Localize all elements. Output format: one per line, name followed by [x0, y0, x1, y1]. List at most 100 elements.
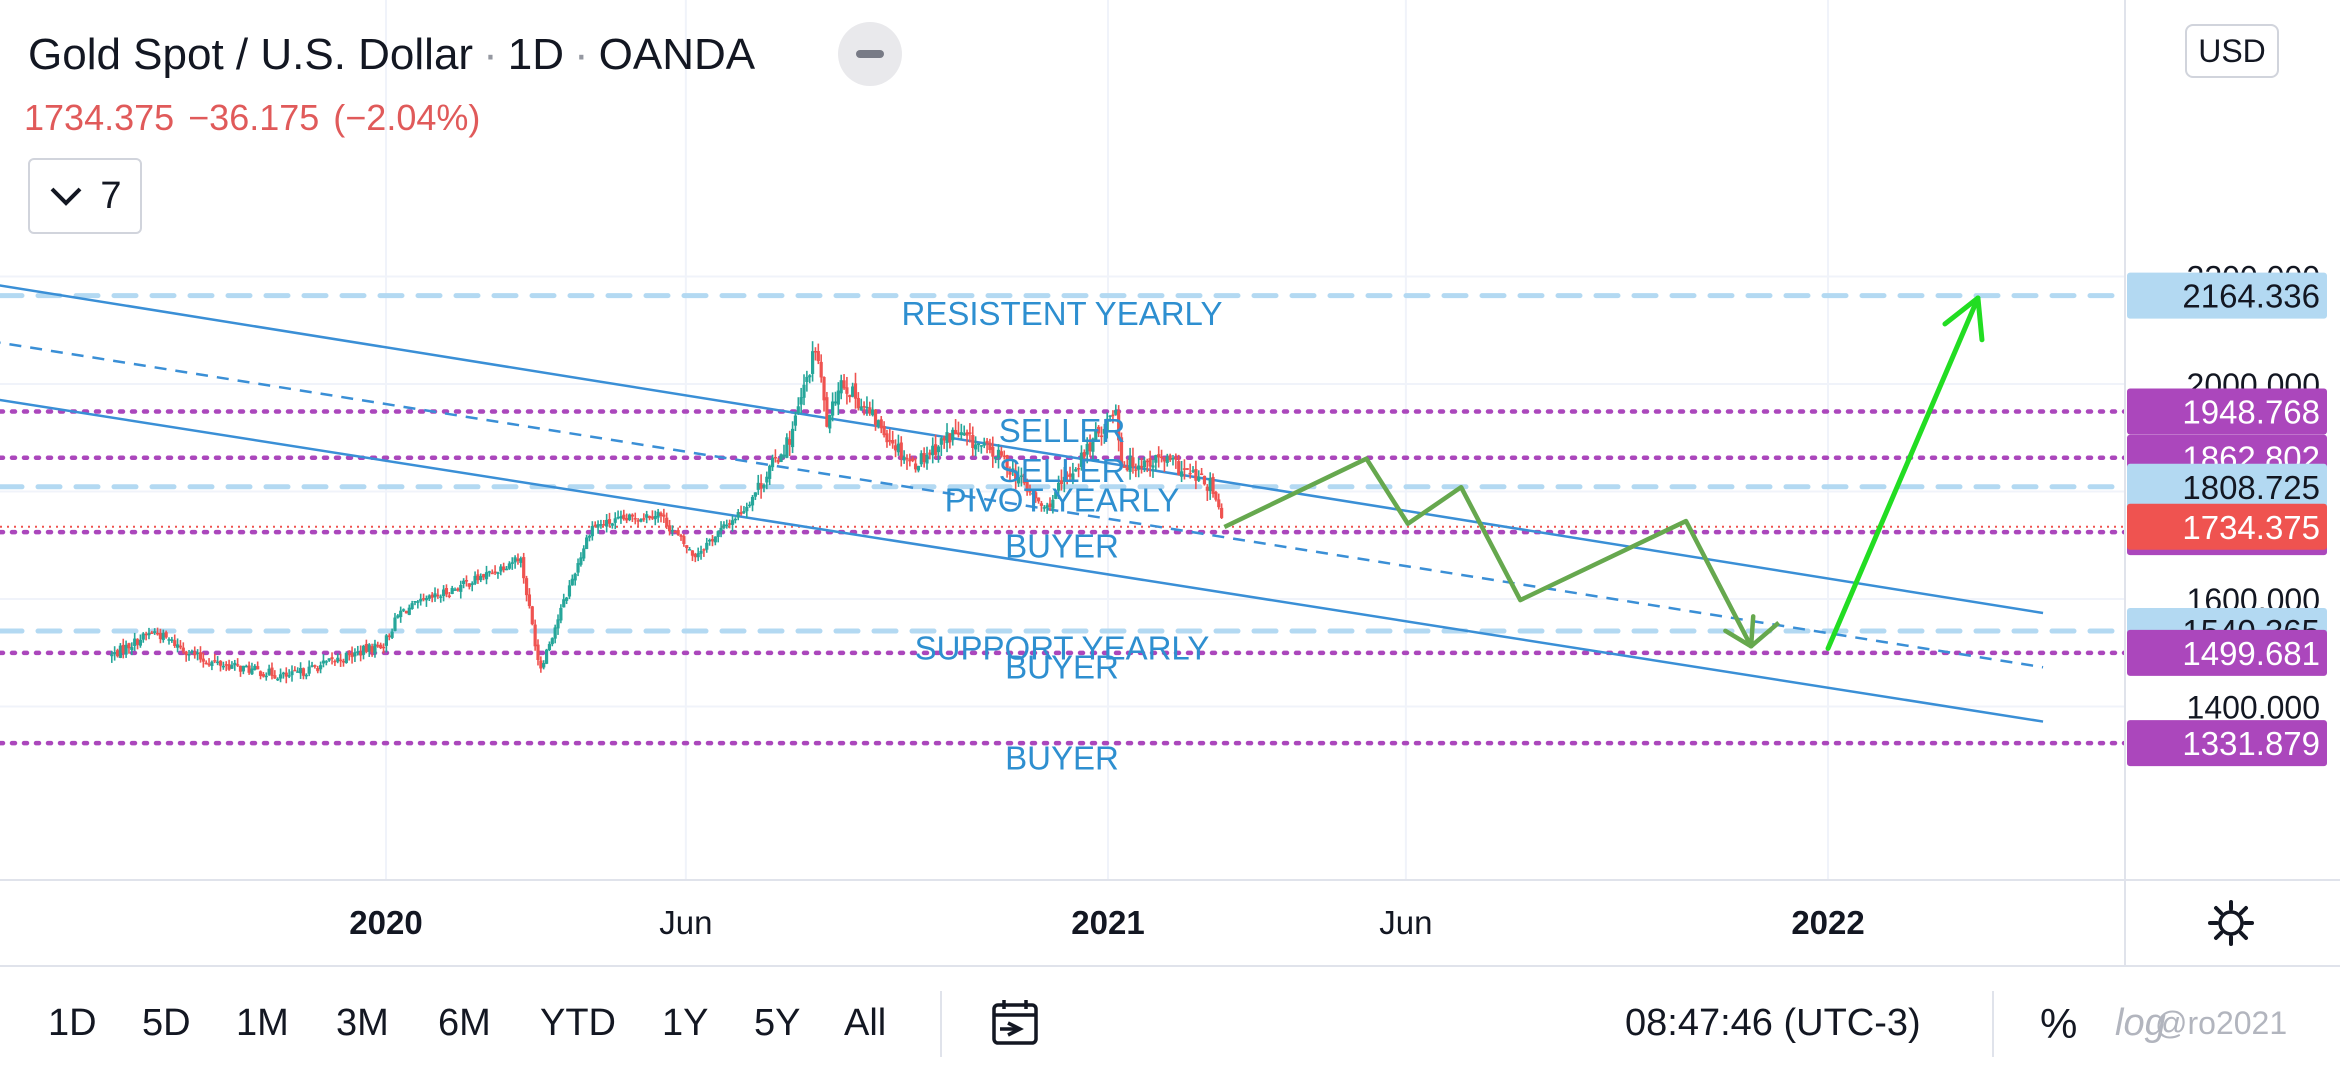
candle-body: [304, 674, 308, 677]
candle: [607, 512, 612, 528]
candle: [994, 456, 998, 464]
candle: [599, 519, 603, 529]
candle-body: [276, 678, 280, 681]
range-5d-button[interactable]: 5D: [142, 1002, 191, 1044]
candle-body: [1200, 473, 1204, 475]
candle: [467, 583, 471, 590]
candle: [293, 666, 297, 672]
candle: [708, 538, 712, 546]
candle-body: [298, 667, 303, 674]
candle-body: [379, 644, 383, 649]
candle: [1142, 456, 1146, 473]
range-ytd-button[interactable]: YTD: [540, 1002, 616, 1044]
candle-body: [396, 615, 400, 618]
candle-body: [871, 409, 875, 416]
candle: [650, 510, 655, 520]
candle-body: [1094, 429, 1098, 442]
candle-body: [284, 672, 288, 677]
candle: [673, 530, 677, 533]
range-6m-button[interactable]: 6M: [438, 1002, 491, 1044]
range-1y-button[interactable]: 1Y: [662, 1002, 709, 1044]
candle: [888, 428, 892, 446]
range-1m-button[interactable]: 1M: [236, 1002, 289, 1044]
candle-body: [341, 661, 346, 663]
candle: [945, 423, 949, 453]
candle-body: [181, 647, 185, 652]
symbol-name[interactable]: Gold Spot / U.S. Dollar: [28, 30, 474, 79]
candle: [316, 665, 320, 674]
timezone-clock[interactable]: 08:47:46 (UTC-3): [1625, 1002, 1921, 1044]
candle-body: [493, 571, 497, 573]
indicators-toggle-button[interactable]: 7: [28, 158, 142, 234]
range-1d-button[interactable]: 1D: [48, 1002, 97, 1044]
candle-body: [1165, 456, 1169, 463]
candle-body: [224, 664, 228, 666]
candle: [939, 436, 943, 457]
candle-body: [1088, 442, 1092, 452]
candle: [442, 585, 446, 602]
candle-body: [550, 638, 554, 645]
candle: [1217, 493, 1221, 510]
candle: [619, 510, 623, 524]
candle: [665, 512, 669, 530]
candle-body: [1188, 472, 1192, 475]
candle-body: [436, 594, 440, 597]
candle-body: [805, 376, 809, 382]
candle-body: [1154, 455, 1158, 463]
candle-body: [207, 663, 211, 666]
candle-body: [416, 601, 420, 603]
time-tick-label: 2020: [349, 904, 422, 941]
candle: [367, 643, 371, 657]
candle: [173, 634, 177, 648]
candle-body: [842, 380, 846, 389]
currency-button[interactable]: USD: [2185, 24, 2279, 78]
candle: [862, 401, 866, 416]
calendar-goto-icon[interactable]: [990, 997, 1042, 1049]
candle-body: [198, 652, 203, 660]
time-axis: 2020 Jun 2021 Jun 2022: [349, 904, 1864, 941]
candle: [662, 508, 666, 523]
candle: [522, 552, 526, 584]
candle: [270, 662, 274, 680]
candle: [1011, 459, 1015, 477]
gear-icon[interactable]: [2206, 898, 2256, 948]
candle: [193, 646, 197, 659]
candle: [204, 660, 208, 665]
more-options-button[interactable]: [838, 22, 902, 86]
candle: [1211, 473, 1215, 498]
range-all-button[interactable]: All: [844, 1002, 887, 1044]
candle: [1122, 461, 1126, 468]
candle: [968, 423, 972, 443]
candle: [401, 608, 406, 612]
candle: [642, 513, 646, 522]
range-5y-button[interactable]: 5Y: [754, 1002, 801, 1044]
symbol-header[interactable]: Gold Spot / U.S. Dollar · 1D · OANDA: [28, 30, 756, 79]
candle-body: [1071, 473, 1075, 480]
candle-body: [708, 539, 712, 542]
candle: [453, 587, 457, 591]
candle-body: [115, 650, 120, 657]
candle-body: [699, 550, 703, 554]
candle: [1159, 449, 1164, 463]
candle: [244, 664, 248, 668]
percent-scale-button[interactable]: %: [2040, 1000, 2078, 1047]
candle-body: [954, 430, 958, 435]
price-level-label-text: 1499.681: [2182, 635, 2320, 672]
candle-body: [882, 426, 886, 436]
candle: [527, 588, 532, 609]
candle: [667, 519, 672, 536]
candle: [833, 391, 838, 406]
candle-body: [542, 663, 546, 668]
candle-body: [762, 484, 766, 488]
candle-body: [931, 445, 935, 456]
candle-body: [979, 445, 983, 447]
range-3m-button[interactable]: 3M: [336, 1002, 389, 1044]
source-label: OANDA: [598, 30, 756, 79]
candle-body: [902, 456, 906, 461]
candle: [190, 649, 194, 654]
candle: [513, 555, 517, 569]
interval-label[interactable]: 1D: [507, 30, 564, 79]
candle: [304, 673, 308, 680]
log-scale-button[interactable]: log: [2115, 1002, 2166, 1044]
